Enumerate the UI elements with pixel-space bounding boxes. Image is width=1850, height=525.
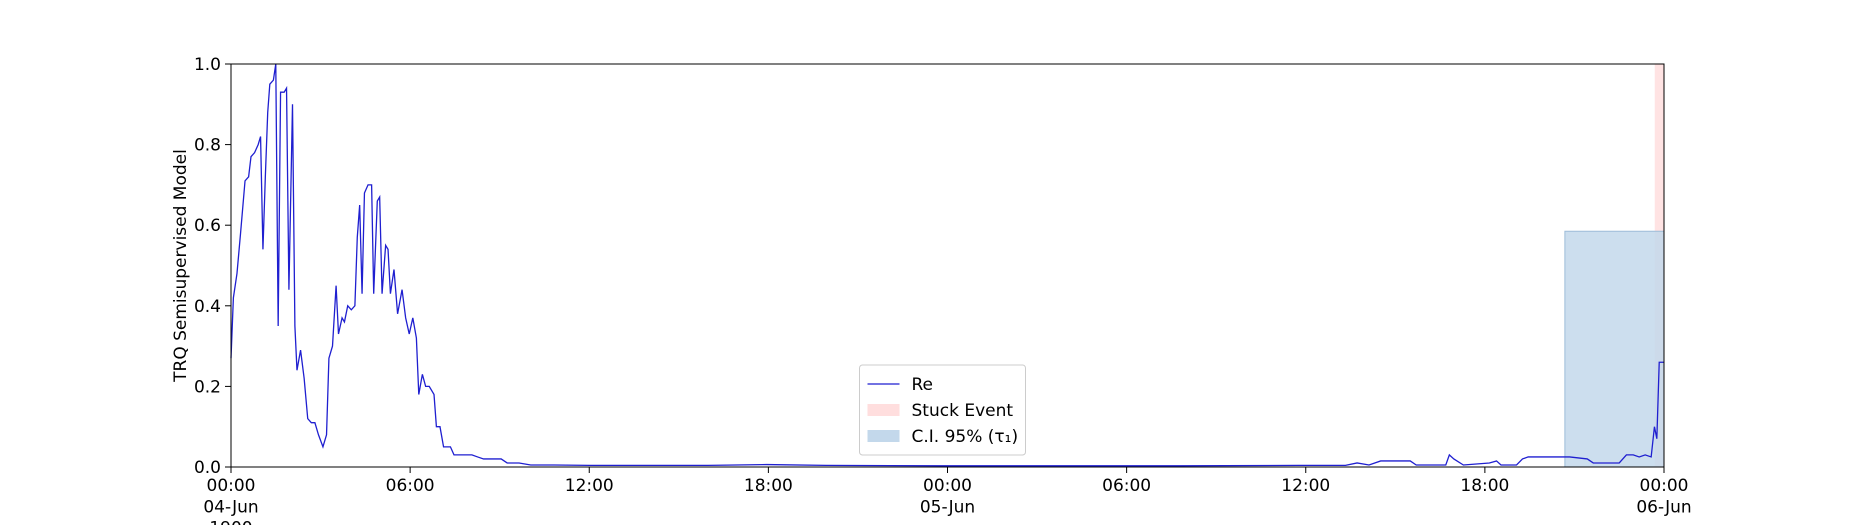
y-tick-label: 0.0	[194, 458, 221, 478]
legend-box	[859, 364, 1026, 456]
x-tick-label: 00:00 06-Jun	[1636, 476, 1691, 517]
legend-swatch	[867, 430, 900, 442]
x-tick-label: 12:00	[565, 476, 614, 496]
y-tick-label: 0.4	[194, 297, 221, 317]
y-tick-label: 0.6	[194, 216, 221, 236]
x-tick-label: 00:00 05-Jun	[920, 476, 975, 517]
y-tick-label: 0.2	[194, 377, 221, 397]
y-tick-label: 0.8	[194, 136, 221, 156]
x-tick-label: 18:00	[744, 476, 793, 496]
x-tick-label: 18:00	[1460, 476, 1509, 496]
legend-swatch	[867, 404, 900, 416]
line	[230, 63, 1664, 467]
y-tick-label: 1.0	[194, 55, 221, 75]
legend-label: Stuck Event	[912, 401, 1014, 421]
legend-label: Re	[912, 375, 934, 395]
y-axis-label: TRQ Semisupervised Model	[171, 149, 191, 383]
legend: Re Stuck Event C.I. 95% (τ₁)	[859, 364, 1026, 456]
x-tick-label: 06:00	[386, 476, 435, 496]
x-tick-label: 06:00	[1102, 476, 1151, 496]
legend-label: C.I. 95% (τ₁)	[912, 427, 1019, 447]
shaded-region	[1564, 230, 1665, 468]
x-tick-label: 12:00	[1281, 476, 1330, 496]
